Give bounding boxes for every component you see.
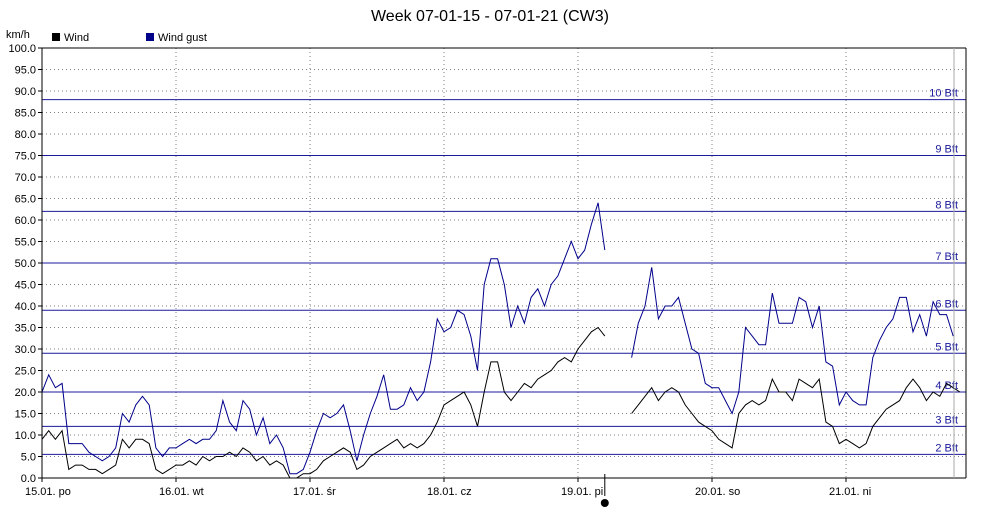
series-lines <box>41 202 961 479</box>
y-tick-label: 5.0 <box>21 452 36 464</box>
beaufort-label: 10 Bft <box>929 88 958 100</box>
series-line-wind-gust <box>41 202 606 475</box>
y-tick-label: 90.0 <box>15 86 36 98</box>
y-tick-label: 30.0 <box>15 344 36 356</box>
y-tick-label: 85.0 <box>15 108 36 120</box>
y-tick-label: 65.0 <box>15 194 36 206</box>
marker-dot <box>600 499 609 507</box>
y-tick-label: 20.0 <box>15 387 36 399</box>
y-tick-label: 75.0 <box>15 151 36 163</box>
y-tick-label: 50.0 <box>15 258 36 270</box>
beaufort-label: 4 Bft <box>935 380 958 392</box>
legend-swatch-wind-gust <box>146 33 154 41</box>
x-tick-label: 19.01. pi <box>561 486 603 498</box>
y-tick-label: 60.0 <box>15 215 36 227</box>
y-tick-label: 25.0 <box>15 366 36 378</box>
x-tick-label: 17.01. śr <box>293 486 336 498</box>
x-axis-ticks: 15.01. po 16.01. wt 17.01. śr 18.01. cz 19.0… <box>25 478 871 498</box>
beaufort-label: 8 Bft <box>935 199 958 211</box>
y-tick-label: 0.0 <box>21 473 36 485</box>
beaufort-lines: 2 Bft 3 Bft 4 Bft 5 Bft 6 Bft 7 Bft 8 Bft 9 Bft… <box>42 88 966 455</box>
x-tick-label: 18.01. cz <box>427 486 472 498</box>
y-tick-label: 95.0 <box>15 65 36 77</box>
y-tick-label: 40.0 <box>15 301 36 313</box>
series-line-wind <box>41 326 606 479</box>
y-tick-label: 100.0 <box>8 43 36 55</box>
legend-label-wind-gust: Wind gust <box>158 32 207 44</box>
y-tick-label: 70.0 <box>15 172 36 184</box>
chart-title: Week 07-01-15 - 07-01-21 (CW3) <box>371 8 609 25</box>
beaufort-label: 2 Bft <box>935 442 958 454</box>
beaufort-label: 3 Bft <box>935 414 958 426</box>
beaufort-label: 6 Bft <box>935 298 958 310</box>
legend-swatch-wind <box>52 33 60 41</box>
day-marker <box>600 474 609 507</box>
x-tick-label: 20.01. so <box>695 486 740 498</box>
y-tick-label: 45.0 <box>15 280 36 292</box>
y-tick-label: 80.0 <box>15 129 36 141</box>
y-axis-ticks: 0.0 5.0 10.0 15.0 20.0 25.0 30.0 35.0 40.0 45.0 50… <box>8 43 42 485</box>
y-tick-label: 15.0 <box>15 409 36 421</box>
beaufort-label: 5 Bft <box>935 341 958 353</box>
legend: Wind Wind gust <box>52 32 207 44</box>
beaufort-label: 7 Bft <box>935 251 958 263</box>
series-line-wind-gust <box>631 267 954 415</box>
legend-label-wind: Wind <box>64 32 89 44</box>
beaufort-label: 9 Bft <box>935 144 958 156</box>
x-tick-label: 21.01. ni <box>829 486 871 498</box>
plot-frame <box>41 47 967 479</box>
y-tick-label: 55.0 <box>15 237 36 249</box>
y-tick-label: 10.0 <box>15 430 36 442</box>
series-line-wind <box>631 377 961 449</box>
x-tick-label: 16.01. wt <box>159 486 204 498</box>
y-tick-label: 35.0 <box>15 323 36 335</box>
y-axis-unit: km/h <box>6 29 30 41</box>
x-tick-label: 15.01. po <box>25 486 71 498</box>
